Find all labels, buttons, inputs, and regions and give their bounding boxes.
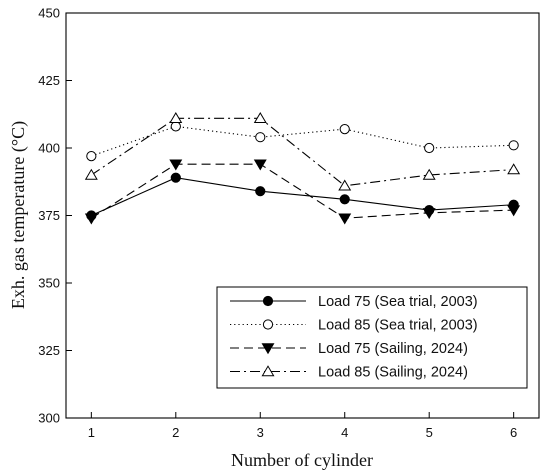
legend-marker [261, 343, 275, 355]
data-point [169, 159, 183, 171]
data-point [84, 213, 98, 225]
series-layer [84, 111, 521, 225]
x-tick-label: 1 [88, 425, 95, 440]
y-axis: 300 325 350 375 400 425 450 [38, 6, 72, 426]
series-line [91, 117, 514, 187]
y-tick-label: 375 [38, 208, 60, 223]
x-tick-label: 5 [426, 425, 433, 440]
series-4 [84, 111, 521, 191]
x-axis: 1 2 3 4 5 6 [88, 412, 517, 440]
x-tick-label: 6 [510, 425, 517, 440]
data-point [170, 121, 181, 132]
x-axis-title: Number of cylinder [231, 450, 373, 470]
y-tick-label: 350 [38, 276, 60, 291]
data-point [424, 142, 435, 154]
data-point [507, 163, 521, 175]
series-3 [84, 159, 521, 225]
legend: Load 75 (Sea trial, 2003) Load 85 (Sea tr… [216, 286, 528, 389]
y-tick-label: 450 [38, 6, 60, 21]
legend-marker [262, 319, 274, 330]
y-tick-label: 425 [38, 73, 60, 88]
data-point [84, 168, 98, 180]
data-point [169, 111, 183, 123]
y-tick-label: 300 [38, 411, 60, 426]
data-point [253, 111, 267, 123]
x-tick-label: 4 [341, 425, 348, 440]
x-tick-label: 2 [172, 425, 179, 440]
data-point [422, 168, 436, 180]
data-point [508, 140, 519, 151]
series-line [91, 177, 514, 217]
series-2 [86, 121, 519, 162]
y-tick-label: 325 [38, 343, 60, 358]
legend-marker [261, 365, 275, 377]
data-point [339, 194, 350, 205]
data-point [338, 179, 352, 191]
data-point [339, 124, 350, 135]
data-point [170, 172, 181, 183]
legend-label: Load 75 (Sea trial, 2003) [318, 294, 478, 310]
legend-label: Load 75 (Sailing, 2024) [318, 341, 468, 357]
data-point [253, 159, 267, 171]
legend-label: Load 85 (Sailing, 2024) [318, 365, 468, 381]
data-point [338, 213, 352, 225]
data-point [422, 208, 436, 220]
data-point [255, 186, 266, 197]
y-tick-label: 400 [38, 141, 60, 156]
data-point [86, 151, 97, 162]
series-line [91, 163, 514, 219]
y-axis-title: Exh. gas temperature (°C) [8, 121, 29, 309]
data-point [507, 205, 521, 217]
legend-label: Load 85 (Sea trial, 2003) [318, 318, 478, 334]
legend-marker [262, 295, 274, 307]
data-point [255, 132, 266, 143]
x-tick-label: 3 [257, 425, 264, 440]
